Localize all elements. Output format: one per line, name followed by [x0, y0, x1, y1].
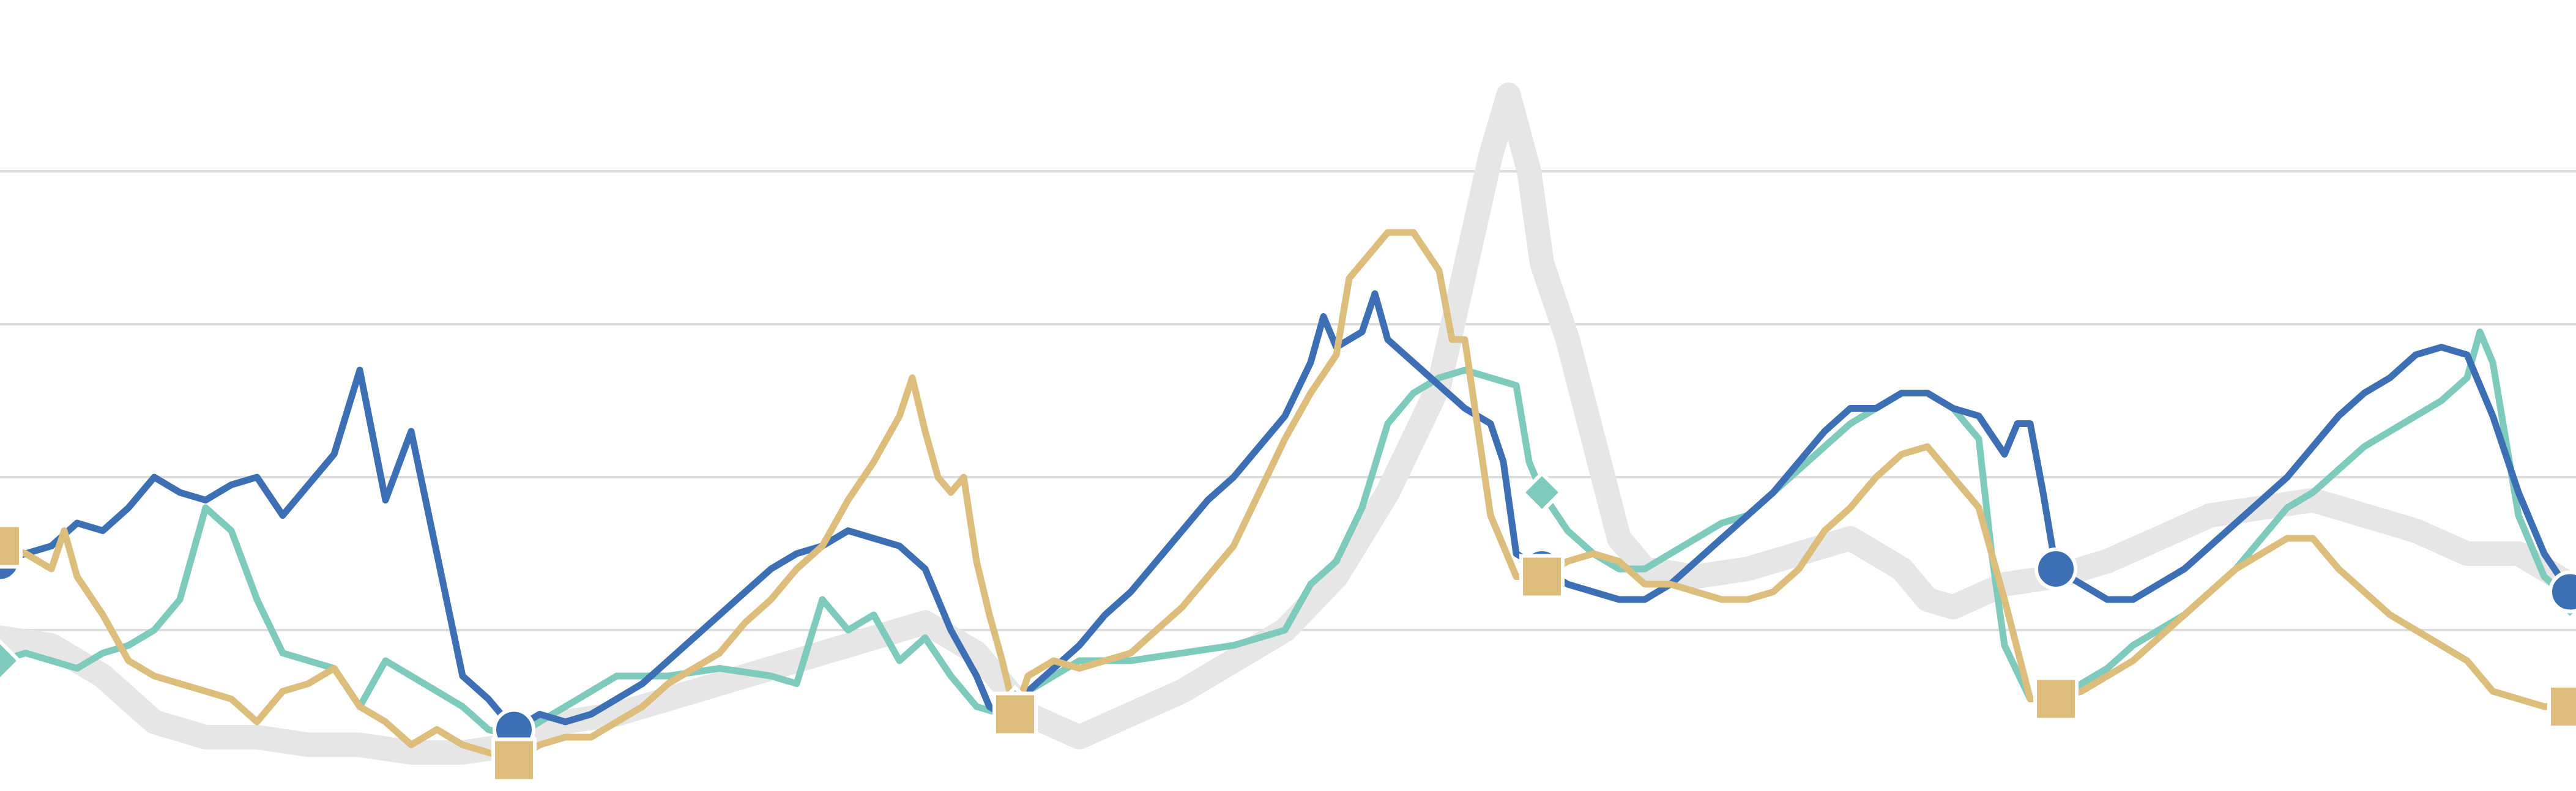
marker-gold	[0, 523, 23, 569]
marker-gold	[1519, 554, 1565, 600]
marker-teal	[1520, 470, 1564, 514]
series-line-shadow	[0, 83, 2576, 765]
marker-gold	[2547, 684, 2576, 729]
series-line-gold	[0, 229, 2574, 763]
series-lines	[0, 83, 2576, 765]
marker-teal	[0, 639, 22, 683]
series-markers	[0, 470, 2576, 783]
marker-gold	[491, 737, 537, 783]
marker-blue	[2034, 548, 2077, 590]
marker-gold	[2033, 676, 2079, 722]
marker-gold	[992, 691, 1038, 737]
series-line-blue	[0, 290, 2574, 733]
marker-blue	[2548, 570, 2576, 614]
